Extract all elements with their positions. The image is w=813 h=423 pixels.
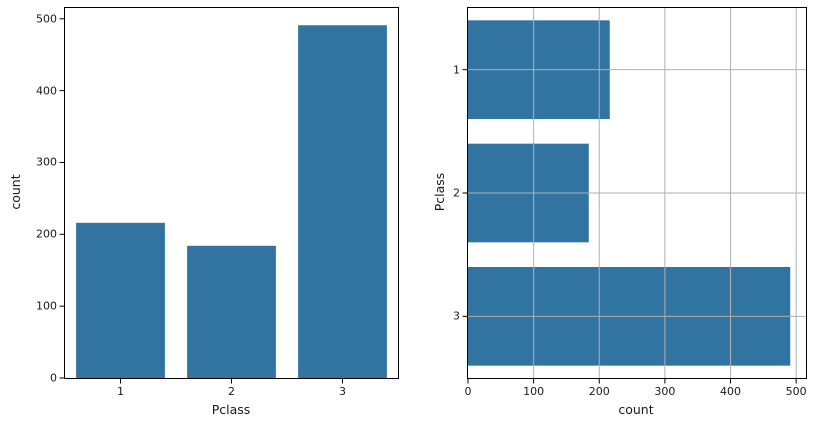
bar — [76, 222, 165, 378]
y-tick-label: 0 — [50, 371, 57, 385]
x-tick-label: 200 — [588, 385, 610, 398]
left-chart-x-axis-label: Pclass — [211, 401, 251, 417]
vertical-bar-chart-axes: 0 100 200 300 400 500 1 2 3 — [36, 7, 399, 397]
y-tick-label: 300 — [36, 155, 57, 169]
bar — [187, 245, 276, 378]
x-tick-label: 0 — [464, 385, 472, 398]
x-tick-label: 300 — [654, 385, 676, 398]
right-chart-y-axis-label: Pclass — [431, 172, 447, 212]
category-tick-label: 2 — [228, 385, 235, 398]
y-tick-label: 100 — [36, 299, 57, 313]
bar — [298, 25, 387, 379]
category-tick-label: 1 — [117, 385, 124, 398]
left-chart-y-axis-label: count — [7, 174, 23, 210]
x-tick-label: 400 — [720, 385, 742, 398]
plot-area — [462, 8, 806, 384]
category-tick-label: 2 — [453, 186, 460, 200]
horizontal-bar-chart-axes: 0 100 200 300 400 500 1 2 3 — [453, 7, 807, 397]
x-tick-label: 100 — [523, 385, 545, 398]
category-tick-label: 3 — [453, 309, 460, 323]
y-tick-label: 500 — [36, 12, 57, 26]
y-tick-label: 400 — [36, 84, 57, 98]
y-tick-label: 200 — [36, 227, 57, 241]
x-tick-label: 500 — [785, 385, 807, 398]
plot-area — [59, 18, 387, 384]
category-tick-label: 3 — [339, 385, 346, 398]
right-chart-x-axis-label: count — [618, 401, 654, 417]
category-tick-label: 1 — [453, 63, 460, 77]
